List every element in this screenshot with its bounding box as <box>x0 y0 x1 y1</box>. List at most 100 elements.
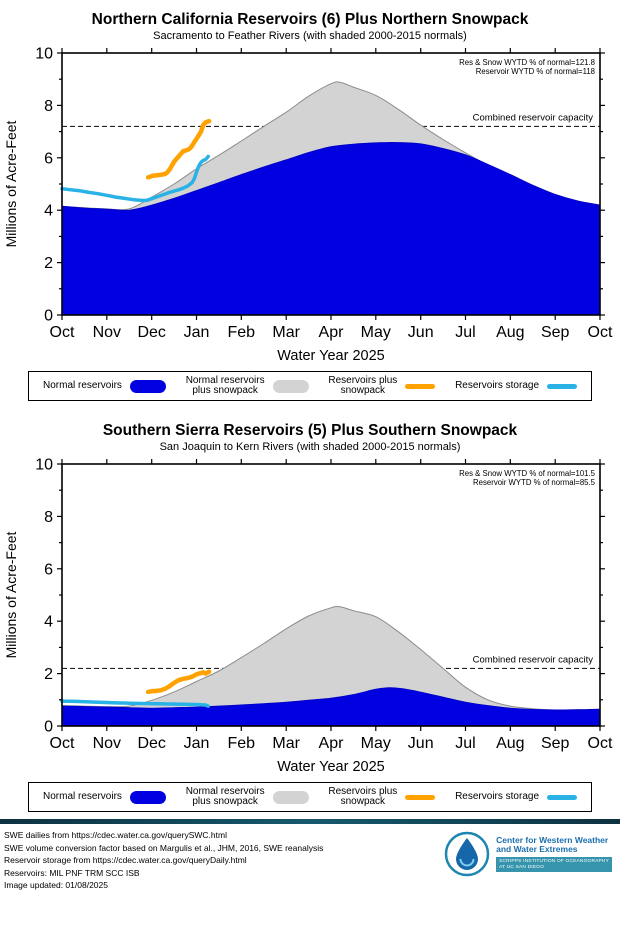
x-tick-label: Oct <box>50 735 75 752</box>
area-normal-reservoirs <box>62 142 600 315</box>
footer-line-reservoir-list: Reservoirs: MIL PNF TRM SCC ISB <box>4 867 140 878</box>
plot-frame <box>61 52 601 316</box>
northern-chart-subtitle: Sacramento to Feather Rivers (with shade… <box>153 30 467 42</box>
y-tick-label: 2 <box>44 255 53 272</box>
cw3e-logo-text: Center for Western Weather and Water Ext… <box>496 834 612 873</box>
y-tick-label: 10 <box>35 457 53 474</box>
water-drop-icon <box>444 831 490 877</box>
x-tick-label: Apr <box>319 324 345 341</box>
legend-label-normal-reservoirs: Normal reservoirs <box>43 790 122 802</box>
southern-chart-title: Southern Sierra Reservoirs (5) Plus Sout… <box>102 422 518 439</box>
northern-chart-title: Northern California Reservoirs (6) Plus … <box>91 11 529 28</box>
axis-ticks <box>57 48 605 320</box>
x-tick-label: May <box>361 735 391 752</box>
footer-line-swe-conversion: SWE volume conversion factor based on Ma… <box>4 842 324 853</box>
legend-item-normal-reservoirs: Normal reservoirs <box>43 379 166 393</box>
legend-item-normal-reservoirs-plus-snowpack: Normal reservoirs plus snowpack <box>185 374 309 397</box>
x-tick-label: Dec <box>137 735 165 752</box>
legend-item-reservoirs-storage: Reservoirs storage <box>455 790 577 803</box>
footer-line-swe-dailies: SWE dailies from https://cdec.water.ca.g… <box>4 830 227 840</box>
line-reservoirs-plus-snowpack <box>145 669 212 695</box>
legend-label-reservoirs-plus-snowpack: Reservoirs plus snowpack <box>328 785 398 807</box>
x-tick-label: Aug <box>496 324 524 341</box>
legend-swatch-normal-reservoirs <box>129 790 166 804</box>
x-tick-label: Apr <box>319 735 345 752</box>
wytd-annotation: Res & Snow WYTD % of normal=121.8 <box>459 58 595 67</box>
divider-bar <box>0 819 620 824</box>
x-tick-label: Aug <box>496 735 524 752</box>
edge-normal-reservoirs <box>61 687 601 711</box>
x-tick-label: Sep <box>541 735 570 752</box>
legend-swatch-normal-reservoirs-plus-snowpack <box>272 379 309 393</box>
legend-northern: Normal reservoirs Normal reservoirs plus … <box>28 371 592 401</box>
legend-swatch-reservoirs-plus-snowpack <box>405 794 436 800</box>
wytd-annotation: Res & Snow WYTD % of normal=101.5 <box>459 469 596 478</box>
area-normal-reservoirs-plus-snowpack <box>62 606 600 726</box>
x-tick-label: Nov <box>93 324 121 341</box>
legend-swatch-reservoirs-plus-snowpack <box>405 383 436 389</box>
capacity-label: Combined reservoir capacity <box>473 654 594 665</box>
southern-chart-subtitle: San Joaquin to Kern Rivers (with shaded … <box>159 441 461 453</box>
capacity-label: Combined reservoir capacity <box>473 112 594 123</box>
x-tick-label: Sep <box>541 324 570 341</box>
y-axis-label: Millions of Acre-Feet <box>3 120 19 247</box>
x-tick-label: Mar <box>272 324 300 341</box>
legend-item-reservoirs-plus-snowpack: Reservoirs plus snowpack <box>328 374 436 397</box>
scripps-label-line2: AT UC SAN DIEGO <box>499 864 545 870</box>
x-tick-label: Jan <box>184 735 210 752</box>
y-tick-label: 2 <box>44 666 53 683</box>
wytd-annotation: Reservoir WYTD % of normal=118 <box>476 67 595 76</box>
legend-item-reservoirs-plus-snowpack: Reservoirs plus snowpack <box>328 785 436 808</box>
edge-normal-reservoirs-plus-snowpack <box>61 606 601 711</box>
x-tick-label: Jun <box>408 735 434 752</box>
cw3e-org-name-line1: Center for Western Weather <box>496 834 609 845</box>
southern-plot: 0 2 4 6 8 10 Oct Nov Dec Jan Feb Mar Apr May Jun Jul Aug… <box>3 457 613 776</box>
x-tick-label: Jan <box>184 324 210 341</box>
legend-label-normal-reservoirs-plus-snowpack: Normal reservoirs plus snowpack <box>185 374 265 396</box>
footer-source-lines: SWE dailies from https://cdec.water.ca.g… <box>4 829 323 892</box>
page: { "chart_data": [ { "type": "area", "tit… <box>0 10 620 928</box>
line-reservoirs-storage <box>60 699 210 708</box>
line-reservoirs-storage <box>60 154 210 203</box>
x-tick-label: Jul <box>455 324 475 341</box>
cw3e-logo: Center for Western Weather and Water Ext… <box>444 831 612 877</box>
x-tick-label: Jul <box>455 735 475 752</box>
plot-frame <box>61 463 601 727</box>
x-tick-label: Dec <box>137 324 165 341</box>
northern-chart-block: Northern California Reservoirs (6) Plus … <box>0 10 620 365</box>
y-tick-label: 6 <box>44 150 53 167</box>
footer-line-reservoir-storage: Reservoir storage from https://cdec.wate… <box>4 855 247 866</box>
legend-label-normal-reservoirs-plus-snowpack: Normal reservoirs plus snowpack <box>185 785 265 807</box>
x-tick-label: Mar <box>272 735 300 752</box>
legend-label-reservoirs-plus-snowpack: Reservoirs plus snowpack <box>328 374 398 396</box>
legend-item-reservoirs-storage: Reservoirs storage <box>455 380 577 392</box>
x-tick-label: Jun <box>408 324 434 341</box>
x-axis-label: Water Year 2025 <box>277 348 384 364</box>
x-tick-label: Oct <box>588 735 613 752</box>
scripps-label: SCRIPPS INSTITUTION OF OCEANOGRAPHY AT U… <box>496 856 612 873</box>
legend-item-normal-reservoirs: Normal reservoirs <box>43 790 166 804</box>
y-axis-label: Millions of Acre-Feet <box>3 531 19 658</box>
southern-chart-block: Southern Sierra Reservoirs (5) Plus Sout… <box>0 421 620 776</box>
wytd-annotation: Reservoir WYTD % of normal=85.5 <box>473 478 596 487</box>
x-tick-label: Oct <box>50 324 75 341</box>
y-tick-label: 4 <box>44 614 53 631</box>
cw3e-org-name-line2: and Water Extremes <box>496 844 578 855</box>
legend-item-normal-reservoirs-plus-snowpack: Normal reservoirs plus snowpack <box>185 785 309 808</box>
footer-line-updated: Image updated: 01/08/2025 <box>4 880 108 891</box>
legend-label-reservoirs-storage: Reservoirs storage <box>455 790 539 802</box>
scripps-label-line1: SCRIPPS INSTITUTION OF OCEANOGRAPHY <box>499 858 609 864</box>
y-tick-label: 0 <box>44 308 53 325</box>
x-axis-label: Water Year 2025 <box>277 759 384 775</box>
y-tick-label: 6 <box>44 561 53 578</box>
x-tick-label: Nov <box>93 735 121 752</box>
axis-ticks <box>57 459 605 731</box>
edge-normal-reservoirs <box>61 142 601 211</box>
footer: SWE dailies from https://cdec.water.ca.g… <box>0 824 620 892</box>
legend-swatch-normal-reservoirs-plus-snowpack <box>272 790 309 804</box>
y-tick-label: 8 <box>44 98 53 115</box>
legend-southern: Normal reservoirs Normal reservoirs plus … <box>28 782 592 812</box>
area-normal-reservoirs <box>62 687 600 726</box>
y-tick-label: 8 <box>44 509 53 526</box>
x-tick-label: May <box>361 324 391 341</box>
